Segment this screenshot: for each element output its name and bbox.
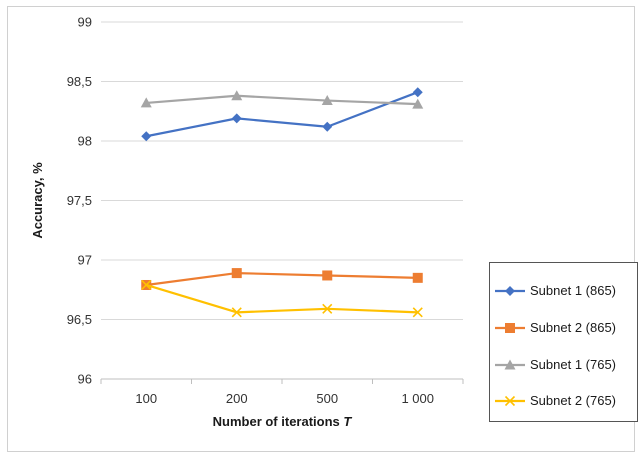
series-2 bbox=[141, 268, 423, 290]
series-line bbox=[145, 283, 418, 314]
chart-frame: 96 96,5 97 97,5 98 98,5 99 100 200 500 1 000 Number… bbox=[7, 6, 638, 452]
y-axis-title: Accuracy, % bbox=[30, 162, 45, 239]
y-tick-label: 98,5 bbox=[67, 74, 92, 89]
legend-item: Subnet 1 (865) bbox=[490, 281, 637, 301]
y-tick-label: 97 bbox=[78, 253, 92, 268]
legend-marker bbox=[504, 359, 516, 370]
legend-label: Subnet 2 (765) bbox=[530, 393, 617, 408]
legend-swatch bbox=[495, 286, 525, 296]
data-point bbox=[140, 97, 152, 108]
legend-label: Subnet 2 (865) bbox=[530, 320, 617, 335]
y-tick-label: 96,5 bbox=[67, 312, 92, 327]
data-point bbox=[231, 113, 242, 124]
y-tick-label: 96 bbox=[78, 372, 92, 387]
y-tick-label: 99 bbox=[78, 15, 92, 30]
legend-swatch bbox=[495, 323, 525, 333]
data-point bbox=[321, 95, 333, 106]
x-tick-label: 100 bbox=[135, 391, 157, 406]
data-point bbox=[322, 270, 333, 281]
series-line bbox=[146, 271, 418, 287]
data-point bbox=[412, 87, 423, 98]
legend-item: Subnet 1 (765) bbox=[490, 355, 637, 375]
x-tick-label: 500 bbox=[316, 391, 338, 406]
series-4 bbox=[141, 279, 423, 318]
legend-swatch bbox=[495, 395, 525, 407]
data-point bbox=[141, 279, 152, 291]
data-point bbox=[322, 303, 333, 314]
data-point bbox=[231, 90, 243, 101]
data-point bbox=[412, 307, 423, 318]
series-line bbox=[146, 94, 418, 106]
series-3 bbox=[140, 90, 424, 109]
series-1 bbox=[141, 87, 423, 142]
data-point bbox=[231, 268, 242, 279]
y-tick-label: 97,5 bbox=[67, 193, 92, 208]
legend-item: Subnet 2 (765) bbox=[490, 391, 637, 411]
x-tick-label: 200 bbox=[226, 391, 248, 406]
legend: Subnet 1 (865) Subnet 2 (865) Subnet 1 (76… bbox=[489, 262, 638, 422]
x-axis-title: Number of iterations T bbox=[213, 414, 353, 429]
legend-label: Subnet 1 (765) bbox=[530, 357, 617, 372]
legend-item: Subnet 2 (865) bbox=[490, 318, 637, 338]
x-tick-label: 1 000 bbox=[401, 391, 434, 406]
y-tick-label: 98 bbox=[78, 134, 92, 149]
data-point bbox=[322, 121, 333, 132]
legend-marker bbox=[505, 286, 515, 296]
legend-marker bbox=[505, 323, 515, 333]
series-line bbox=[146, 91, 419, 138]
legend-swatch bbox=[495, 359, 525, 370]
data-point bbox=[141, 131, 152, 142]
data-point bbox=[231, 307, 242, 318]
legend-label: Subnet 1 (865) bbox=[530, 283, 617, 298]
line-chart: 96 96,5 97 97,5 98 98,5 99 100 200 500 1 000 Number… bbox=[30, 15, 464, 429]
legend-marker bbox=[504, 395, 516, 407]
data-point bbox=[412, 98, 424, 109]
data-point bbox=[412, 272, 423, 283]
